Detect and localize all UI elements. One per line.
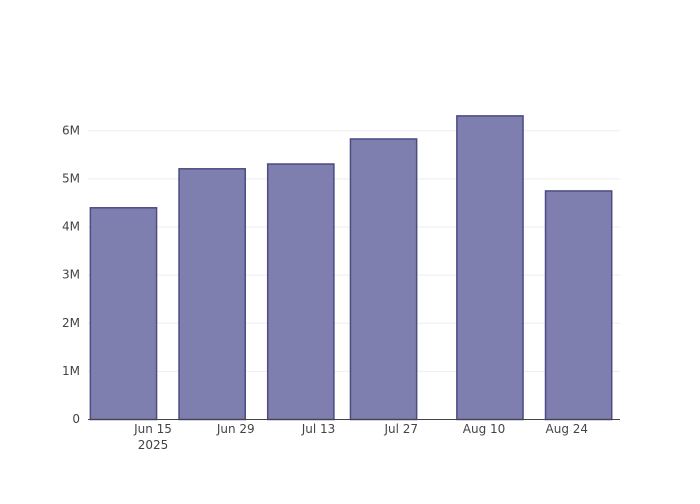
y-tick-label: 5M: [62, 171, 80, 185]
x-year-label: 2025: [138, 438, 169, 452]
bar: [349, 138, 418, 421]
x-tick-label: Jul 13: [301, 422, 336, 436]
bar: [89, 207, 158, 421]
bar: [456, 115, 524, 421]
bar: [178, 168, 246, 421]
x-tick-label: Jun 29: [216, 422, 255, 436]
y-tick-label: 3M: [62, 268, 80, 282]
y-tick-label: 1M: [62, 364, 80, 378]
x-tick-label: Aug 10: [463, 422, 506, 436]
x-tick-label: Jul 27: [384, 422, 419, 436]
x-tick-label: Jun 15: [133, 422, 172, 436]
bar: [266, 163, 335, 421]
y-tick-label: 2M: [62, 316, 80, 330]
bar: [544, 190, 613, 421]
x-tick-label: Aug 24: [546, 422, 589, 436]
y-tick-label: 0: [72, 412, 80, 426]
y-tick-label: 6M: [62, 123, 80, 137]
y-tick-label: 4M: [62, 220, 80, 234]
